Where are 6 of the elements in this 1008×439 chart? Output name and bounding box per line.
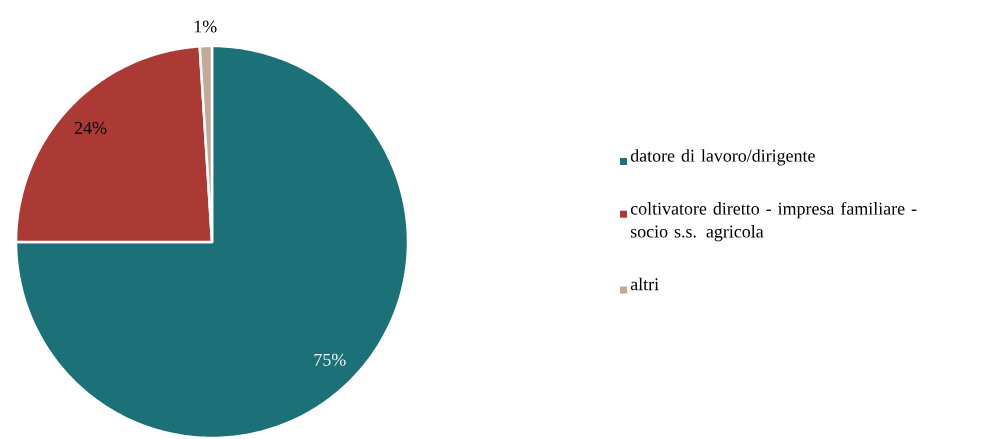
data-label: 75% (314, 353, 346, 366)
data-label: 1% (194, 20, 217, 33)
legend-label: altri (630, 277, 659, 291)
legend-label: datore di lavoro/dirigente (630, 149, 815, 166)
legend-label: coltivatore diretto - impresa familiare - socio s.s. agricola (630, 201, 917, 242)
data-label: 24% (74, 121, 107, 134)
